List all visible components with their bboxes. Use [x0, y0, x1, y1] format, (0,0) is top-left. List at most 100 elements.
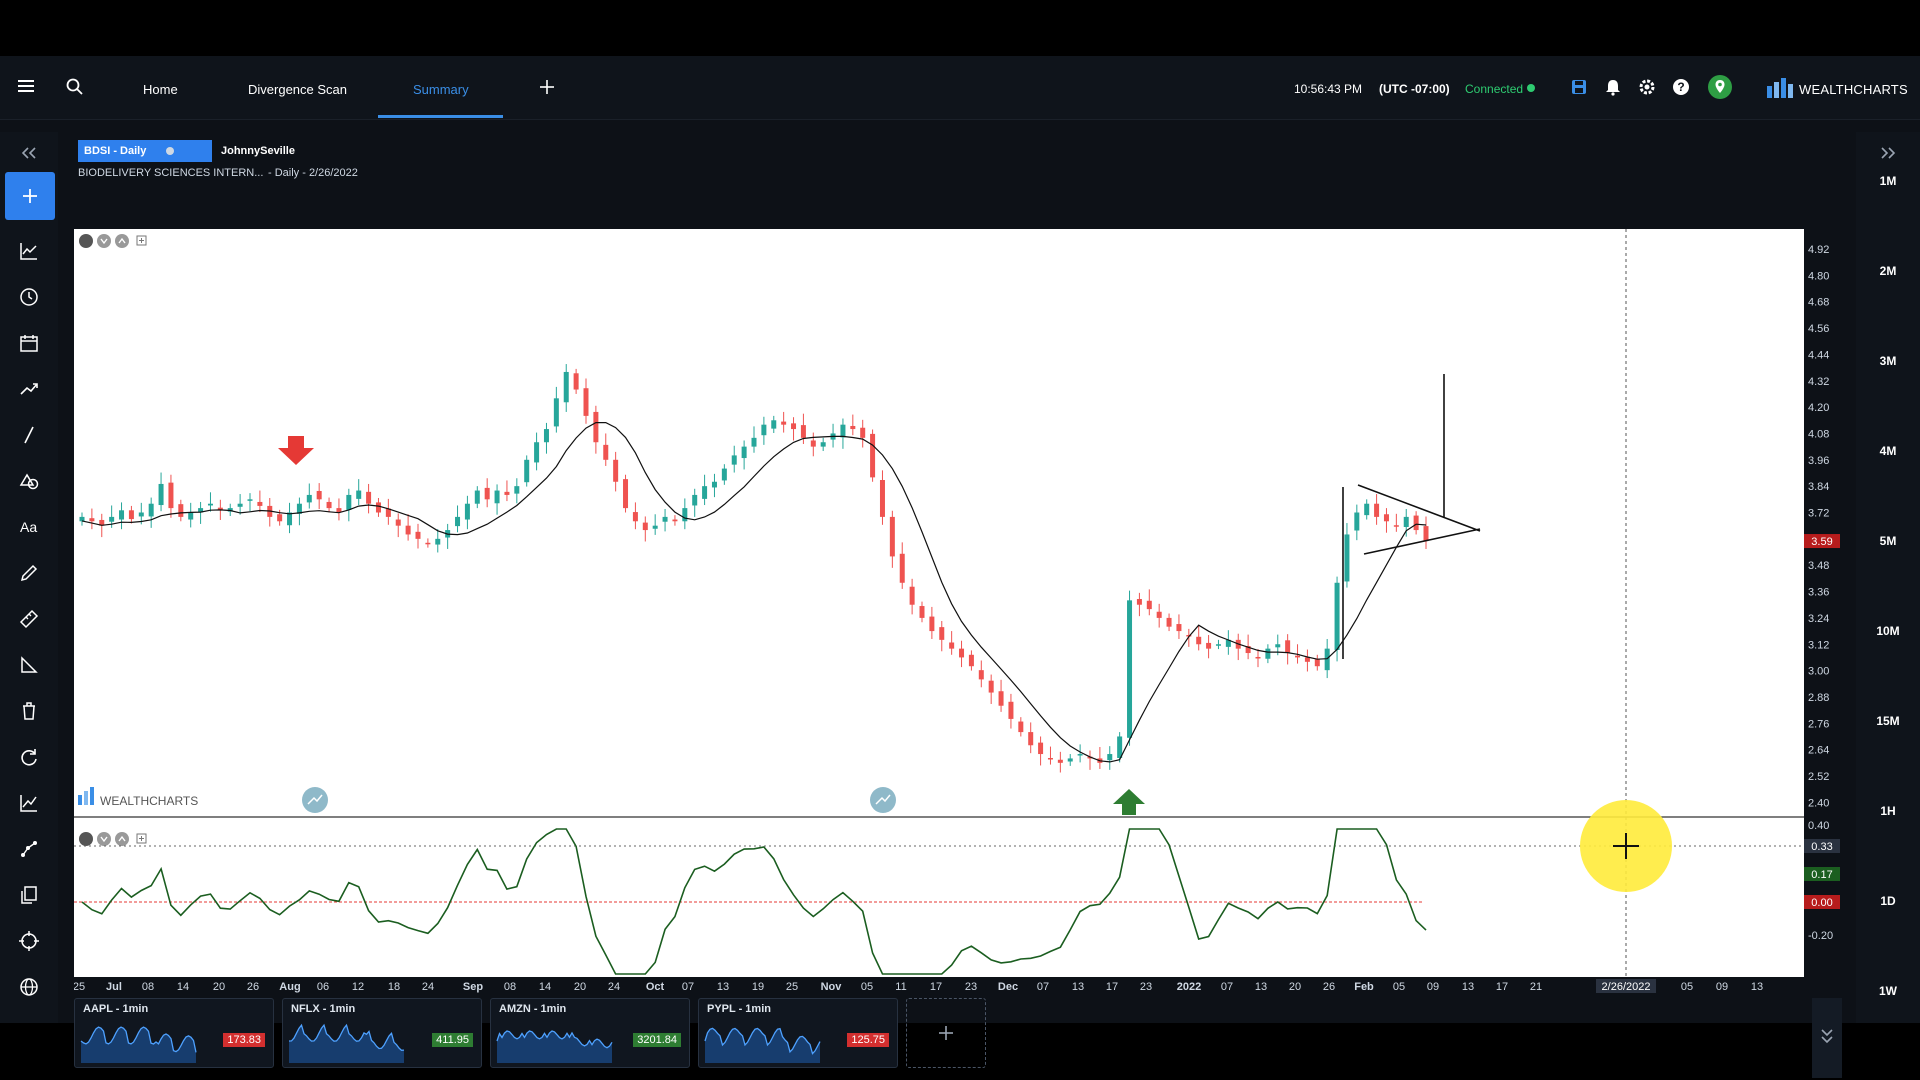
timeframe-5m[interactable]: 5M: [1879, 534, 1897, 548]
calendar-icon[interactable]: [18, 332, 40, 354]
time-tick-label: 2022: [1177, 981, 1201, 993]
crosshair-icon[interactable]: [18, 930, 40, 952]
app-window: Home Divergence Scan Summary 10:56:43 PM…: [0, 56, 1920, 1078]
indicator-pane[interactable]: [74, 817, 1804, 977]
svg-text:Aa: Aa: [20, 519, 37, 535]
indicator-pane-controls[interactable]: [79, 832, 147, 846]
svg-text:?: ?: [1677, 80, 1684, 94]
nav-divergence-scan[interactable]: Divergence Scan: [248, 82, 347, 97]
timeframe-1h[interactable]: 1H: [1880, 804, 1896, 818]
location-pin-icon[interactable]: [1707, 74, 1733, 100]
time-tick-label: 17: [930, 981, 942, 993]
sparkline-area: [81, 1027, 196, 1063]
candle-body: [988, 680, 994, 693]
ruler-icon[interactable]: [18, 608, 40, 630]
chart-subtitle: - Daily - 2/26/2022: [268, 167, 358, 179]
save-icon[interactable]: [1570, 78, 1588, 96]
triangle-pattern-drawing[interactable]: [1342, 374, 1481, 659]
globe-icon[interactable]: [18, 976, 40, 998]
bell-icon[interactable]: [1604, 78, 1622, 96]
nav-summary[interactable]: Summary: [413, 82, 469, 97]
price-tick-label: 2.64: [1808, 745, 1829, 757]
news-bubble-icon[interactable]: [302, 787, 328, 813]
candle-body: [188, 512, 194, 520]
refresh-icon[interactable]: [18, 746, 40, 768]
candlestick-series: [79, 364, 1429, 773]
candle-body: [1255, 656, 1261, 659]
mini-chart-card[interactable]: PYPL - 1min 125.75: [698, 998, 898, 1068]
price-pane[interactable]: [74, 229, 1804, 817]
timeframe-10m[interactable]: 10M: [1876, 624, 1900, 638]
text-tool-icon[interactable]: Aa: [18, 516, 40, 538]
indicator-icon[interactable]: [18, 792, 40, 814]
mini-chart-card[interactable]: AMZN - 1min 3201.84: [490, 998, 690, 1068]
candle-body: [959, 648, 965, 658]
path-icon[interactable]: [18, 838, 40, 860]
collapse-right-icon[interactable]: [1879, 146, 1897, 160]
time-tick-label: 07: [1037, 981, 1049, 993]
candle-body: [1275, 644, 1281, 648]
help-icon[interactable]: ?: [1672, 78, 1690, 96]
copy-icon[interactable]: [18, 884, 40, 906]
trend-icon[interactable]: [18, 378, 40, 400]
candle-body: [504, 491, 510, 495]
add-mini-chart-button[interactable]: [906, 998, 986, 1068]
chart-type-icon[interactable]: [18, 240, 40, 262]
measure-icon[interactable]: [18, 654, 40, 676]
price-pane-controls[interactable]: [79, 234, 147, 248]
pencil-icon[interactable]: [18, 562, 40, 584]
shapes-icon[interactable]: [18, 470, 40, 492]
symbol-tab[interactable]: BDSI - Daily: [78, 140, 212, 162]
crosshair-value-badge: [1804, 839, 1840, 853]
sparkline-area: [705, 1028, 820, 1063]
time-tick-label: 08: [504, 981, 516, 993]
clock-icon[interactable]: [18, 286, 40, 308]
timeframe-15m[interactable]: 15M: [1876, 714, 1900, 728]
add-drawing-button[interactable]: [5, 172, 55, 220]
time-axis[interactable]: [74, 977, 1842, 994]
price-axis[interactable]: [1804, 229, 1842, 977]
candle-body: [79, 516, 85, 522]
timeframe-1m[interactable]: 1M: [1879, 174, 1897, 188]
timeframe-1w[interactable]: 1W: [1879, 984, 1897, 998]
trash-icon[interactable]: [18, 700, 40, 722]
timeframe-3m[interactable]: 3M: [1879, 354, 1897, 368]
timeframe-2m[interactable]: 2M: [1879, 264, 1897, 278]
candle-body: [1176, 624, 1182, 632]
add-tab-icon[interactable]: [538, 78, 556, 96]
candle-body: [879, 480, 885, 517]
candle-body: [800, 425, 806, 438]
timeframe-1d[interactable]: 1D: [1880, 894, 1896, 908]
gear-icon[interactable]: [1638, 78, 1656, 96]
candle-body: [642, 522, 648, 531]
candle-body: [1146, 600, 1152, 610]
top-navigation: Home Divergence Scan Summary 10:56:43 PM…: [0, 56, 1920, 120]
expand-panel-button[interactable]: [1812, 998, 1842, 1078]
news-bubble-icon[interactable]: [870, 787, 896, 813]
line-tool-icon[interactable]: [18, 424, 40, 446]
time-tick-label: 24: [422, 981, 434, 993]
user-tab[interactable]: JohnnySeville: [221, 145, 295, 157]
candle-body: [247, 499, 253, 501]
collapse-left-icon[interactable]: [20, 146, 38, 160]
candle-body: [415, 531, 421, 539]
indicator-tick-label: 0.40: [1808, 820, 1829, 832]
time-tick-label: 13: [1751, 981, 1763, 993]
search-icon[interactable]: [66, 78, 84, 96]
candle-body: [435, 538, 441, 545]
candle-body: [820, 442, 826, 447]
candle-body: [484, 487, 490, 500]
nav-home[interactable]: Home: [143, 82, 178, 97]
price-tick-label: 4.08: [1808, 428, 1829, 440]
candle-body: [919, 606, 925, 618]
candle-body: [356, 490, 362, 499]
time-tick-label: 11: [895, 981, 906, 993]
time-tick-label: 13: [1255, 981, 1267, 993]
mini-chart-card[interactable]: AAPL - 1min 173.83: [74, 998, 274, 1068]
timeframe-4m[interactable]: 4M: [1879, 444, 1897, 458]
menu-icon[interactable]: [18, 80, 34, 92]
mini-chart-card[interactable]: NFLX - 1min 411.95: [282, 998, 482, 1068]
price-chart[interactable]: WEALTHCHARTS 4.92 4.80 4.68 4.56 4.44 4.32 4.2…: [74, 229, 1842, 994]
candle-body: [168, 482, 174, 509]
candle-body: [524, 459, 530, 483]
